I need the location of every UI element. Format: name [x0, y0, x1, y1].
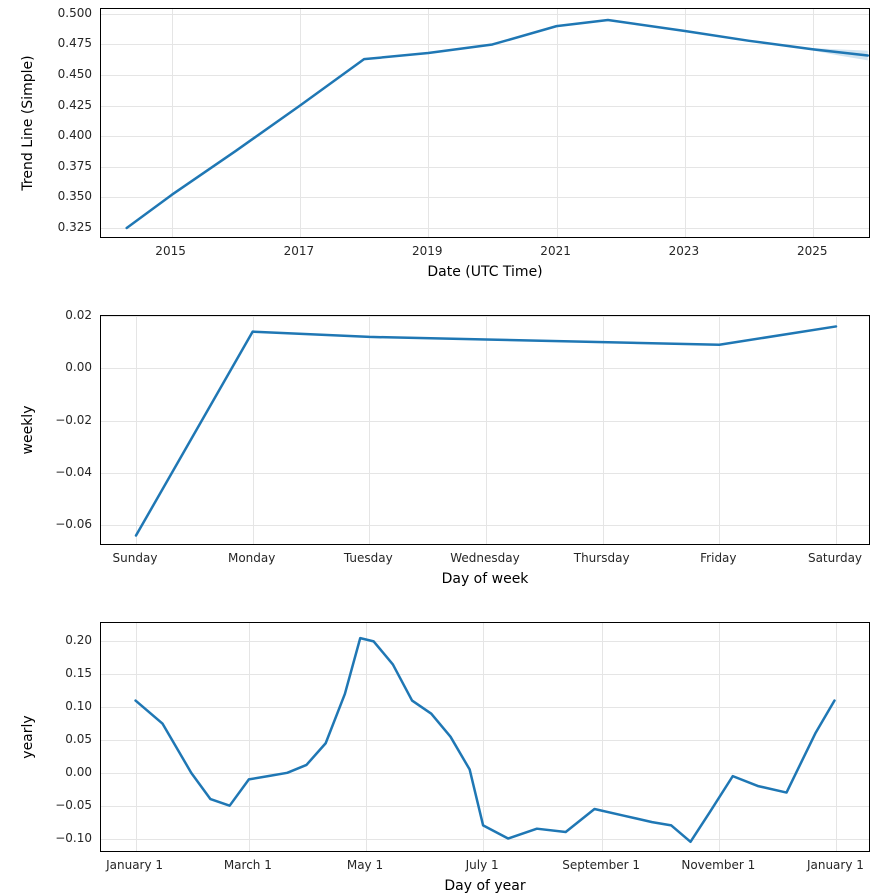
x-tick-label: Wednesday [450, 551, 519, 565]
y-tick-label: −0.05 [55, 798, 92, 812]
y-axis-label: Trend Line (Simple) [20, 55, 36, 190]
x-tick-label: Monday [228, 551, 275, 565]
x-tick-label: July 1 [466, 858, 499, 872]
x-tick-label: March 1 [224, 858, 272, 872]
x-axis-label: Date (UTC Time) [427, 264, 542, 280]
series-line [127, 20, 868, 228]
x-tick-label: 2025 [797, 244, 828, 258]
x-tick-label: May 1 [347, 858, 383, 872]
y-tick-label: 0.05 [65, 732, 92, 746]
x-tick-label: Thursday [574, 551, 630, 565]
y-tick-label: 0.450 [58, 67, 92, 81]
x-tick-label: Sunday [113, 551, 158, 565]
plot-svg [101, 316, 871, 546]
y-axis-label: weekly [20, 406, 36, 455]
y-tick-label: −0.02 [55, 413, 92, 427]
x-tick-label: 2019 [412, 244, 443, 258]
x-tick-label: 2015 [155, 244, 186, 258]
x-tick-label: Friday [700, 551, 736, 565]
x-axis-label: Day of year [444, 878, 525, 894]
x-tick-label: September 1 [562, 858, 640, 872]
y-tick-label: 0.425 [58, 98, 92, 112]
panel-yearly [100, 622, 870, 852]
y-tick-label: 0.10 [65, 699, 92, 713]
panel-trend [100, 8, 870, 238]
x-tick-label: January 1 [807, 858, 864, 872]
y-tick-label: 0.02 [65, 308, 92, 322]
x-tick-label: 2017 [284, 244, 315, 258]
y-tick-label: 0.500 [58, 6, 92, 20]
plot-svg [101, 9, 871, 239]
x-tick-label: 2023 [669, 244, 700, 258]
series-line [136, 638, 835, 842]
y-tick-label: 0.400 [58, 128, 92, 142]
y-tick-label: 0.325 [58, 220, 92, 234]
x-tick-label: 2021 [540, 244, 571, 258]
y-tick-label: 0.20 [65, 633, 92, 647]
x-tick-label: January 1 [106, 858, 163, 872]
figure-root: 2015 2017 2019 2021 2023 2025 0.325 0.350 0.375 0… [0, 0, 886, 889]
series-line [136, 326, 836, 535]
y-tick-label: −0.04 [55, 465, 92, 479]
y-tick-label: −0.06 [55, 517, 92, 531]
x-tick-label: Saturday [808, 551, 862, 565]
y-tick-label: 0.00 [65, 765, 92, 779]
y-tick-label: 0.00 [65, 360, 92, 374]
x-axis-label: Day of week [442, 571, 529, 587]
y-tick-label: 0.375 [58, 159, 92, 173]
y-tick-label: 0.15 [65, 666, 92, 680]
x-tick-label: Tuesday [344, 551, 393, 565]
panel-weekly [100, 315, 870, 545]
y-tick-label: 0.350 [58, 189, 92, 203]
y-tick-label: −0.10 [55, 831, 92, 845]
x-tick-label: November 1 [681, 858, 755, 872]
y-tick-label: 0.475 [58, 36, 92, 50]
plot-svg [101, 623, 871, 853]
y-axis-label: yearly [20, 715, 36, 758]
